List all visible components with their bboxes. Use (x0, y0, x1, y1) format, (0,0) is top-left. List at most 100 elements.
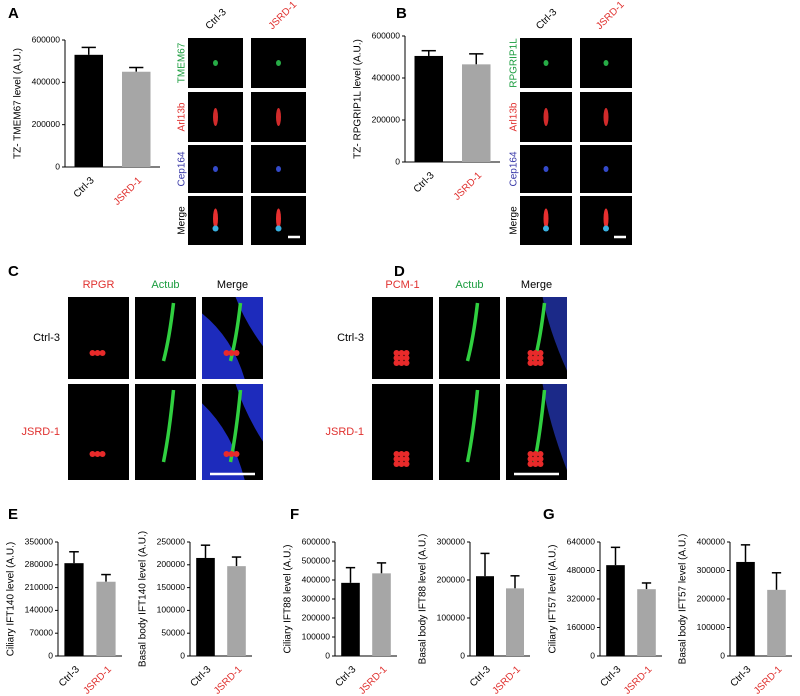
micrograph (135, 384, 196, 480)
signal (532, 350, 539, 356)
bar (341, 582, 360, 656)
signal (213, 60, 218, 66)
signal (527, 350, 534, 356)
bar (122, 71, 151, 167)
panel-letter: G (543, 506, 555, 523)
x-tick-label: Ctrl-3 (333, 664, 358, 689)
signal (398, 350, 405, 356)
y-tick-label: 200000 (372, 114, 401, 124)
signal (213, 208, 218, 229)
row-label: JSRD-1 (21, 426, 60, 438)
row-label: Merge (177, 206, 188, 235)
signal (537, 355, 544, 361)
signal (276, 108, 281, 126)
y-tick-label: 600000 (302, 536, 331, 546)
signal (99, 451, 106, 457)
y-tick-label: 210000 (25, 582, 54, 592)
panel-letter: B (396, 5, 407, 22)
y-tick-label: 300000 (302, 593, 331, 603)
y-tick-label: 300000 (697, 565, 726, 575)
y-axis-label: Basal body IFT88 level (A.U.) (418, 534, 429, 665)
row-label: Ctrl-3 (337, 332, 364, 344)
signal (276, 166, 281, 172)
y-tick-label: 400000 (302, 574, 331, 584)
x-tick-label: JSRD-1 (81, 664, 114, 696)
y-tick-label: 400000 (372, 72, 401, 82)
y-tick-label: 400000 (32, 77, 61, 87)
signal (398, 451, 405, 457)
signal (276, 60, 281, 66)
panel-letter: F (290, 506, 299, 523)
signal (99, 350, 106, 356)
y-tick-label: 0 (180, 650, 185, 660)
y-tick-label: 640000 (567, 536, 596, 546)
signal (393, 456, 400, 462)
micrograph (372, 297, 433, 379)
column-label: Merge (217, 279, 248, 291)
micrograph (439, 297, 500, 379)
micrograph (439, 384, 500, 480)
bar (96, 581, 116, 656)
signal (212, 225, 219, 232)
bar (767, 589, 786, 656)
nucleus (542, 384, 567, 471)
signal (532, 355, 539, 361)
micrograph (135, 297, 196, 379)
signal (393, 360, 400, 366)
bar (414, 55, 443, 163)
y-tick-label: 200000 (302, 612, 331, 622)
x-tick-label: JSRD-1 (112, 175, 145, 208)
y-tick-label: 200000 (32, 119, 61, 129)
signal (527, 451, 534, 457)
signal (543, 60, 549, 66)
signal (393, 350, 400, 356)
y-tick-label: 280000 (25, 559, 54, 569)
signal (403, 456, 410, 462)
y-axis-label: TZ- RPGRIP1L level (A.U.) (353, 39, 364, 159)
signal (233, 350, 240, 356)
y-tick-label: 100000 (157, 605, 186, 615)
signal (603, 108, 609, 126)
y-tick-label: 100000 (302, 631, 331, 641)
signal (527, 461, 534, 467)
signal (537, 456, 544, 462)
signal (403, 350, 410, 356)
panel-letter: D (394, 263, 405, 280)
signal (527, 360, 534, 366)
y-tick-label: 150000 (157, 582, 186, 592)
y-tick-label: 200000 (437, 574, 466, 584)
x-tick-label: Ctrl-3 (412, 170, 437, 195)
bar (736, 561, 755, 656)
x-tick-label: JSRD-1 (452, 170, 485, 203)
signal (532, 451, 539, 457)
signal (393, 461, 400, 467)
y-tick-label: 0 (720, 650, 725, 660)
signal (403, 451, 410, 457)
row-label: Cep164 (509, 151, 520, 186)
signal (213, 108, 218, 126)
signal (537, 360, 544, 366)
y-axis-label: Basal body IFT140 level (A.U.) (138, 531, 149, 667)
y-tick-label: 140000 (25, 605, 54, 615)
cilium (161, 389, 176, 463)
signal (94, 451, 101, 457)
signal (393, 355, 400, 361)
y-axis-label: Basal body IFT57 level (A.U.) (678, 534, 689, 665)
y-axis-label: TZ- TMEM67 level (A.U.) (13, 48, 24, 159)
column-label: Merge (521, 279, 552, 291)
row-label: JSRD-1 (325, 426, 364, 438)
x-tick-label: JSRD-1 (622, 664, 655, 696)
signal (543, 225, 549, 232)
y-tick-label: 350000 (25, 536, 54, 546)
signal (276, 208, 281, 229)
y-tick-label: 0 (325, 650, 330, 660)
signal (527, 355, 534, 361)
signal (393, 451, 400, 457)
y-tick-label: 100000 (437, 612, 466, 622)
column-label: Actub (151, 279, 179, 291)
signal (275, 225, 282, 232)
cilium (465, 302, 480, 362)
signal (228, 451, 235, 457)
x-tick-label: Ctrl-3 (57, 664, 82, 689)
